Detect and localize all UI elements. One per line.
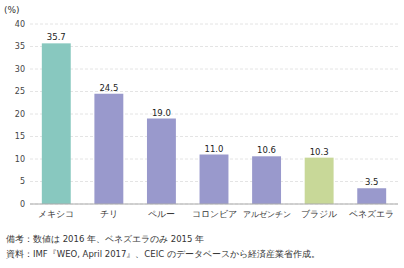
bar	[94, 94, 123, 204]
data-label: 24.5	[99, 83, 118, 93]
y-tick-label: 15	[15, 132, 25, 141]
bars	[42, 43, 386, 204]
notes: 備考：数値は 2016 年、ベネズエラのみ 2015 年資料：IMF『WEO, …	[6, 234, 320, 259]
y-tick-label: 30	[15, 65, 25, 74]
x-tick-label: メキシコ	[38, 209, 74, 219]
x-tick-label: コロンビア	[192, 209, 237, 219]
y-tick-label: 5	[20, 177, 25, 186]
bar	[305, 158, 334, 204]
grid-line	[30, 136, 398, 137]
y-axis: 0 5 10 15 20 25 30 35 40	[15, 20, 398, 209]
y-tick-label: 40	[15, 20, 25, 29]
data-label: 10.3	[310, 147, 329, 157]
y-tick-label: 10	[15, 155, 25, 164]
note: 備考：数値は 2016 年、ベネズエラのみ 2015 年	[6, 234, 204, 244]
grid-line	[30, 114, 398, 115]
x-tick-label: ベネズエラ	[349, 209, 394, 219]
chart: 0 5 10 15 20 25 30 35 40 (%) 35.7 24.5 19.0 11.0 10.6 1…	[0, 0, 404, 268]
x-tick-label: アルゼンチン	[243, 209, 291, 219]
data-label: 11.0	[205, 144, 224, 154]
data-labels: 35.7 24.5 19.0 11.0 10.6 10.3 3.5	[47, 32, 379, 187]
bar	[357, 188, 386, 204]
y-tick-label: 20	[15, 110, 25, 119]
y-tick-label: 25	[15, 87, 25, 96]
x-tick-label: ブラジル	[301, 209, 337, 219]
x-axis: メキシコ チリ ペルー コロンビアアルゼンチンブラジル ベネズエラ	[30, 204, 398, 219]
x-axis-line	[30, 204, 398, 205]
bar	[252, 156, 281, 204]
y-tick-label: 0	[20, 200, 25, 209]
grid-line	[30, 46, 398, 47]
grid-line	[30, 24, 398, 25]
bar	[147, 119, 176, 205]
note: 資料：IMF『WEO, April 2017』、CEIC のデータベースから経済…	[6, 249, 320, 259]
background	[0, 0, 404, 268]
x-tick-label: チリ	[100, 209, 118, 219]
data-label: 35.7	[47, 32, 66, 42]
data-label: 3.5	[365, 177, 379, 187]
page: {"chart_data": {"type": "bar", "y_label"…	[0, 0, 404, 268]
grid-line	[30, 69, 398, 70]
y-tick-label: 35	[15, 42, 25, 51]
grid-line	[30, 91, 398, 92]
bar	[42, 43, 71, 204]
bar	[200, 155, 229, 205]
grid-line	[30, 204, 398, 205]
y-axis-label: (%)	[4, 5, 20, 15]
x-tick-label: ペルー	[148, 209, 175, 219]
data-label: 10.6	[257, 145, 276, 155]
data-label: 19.0	[152, 108, 171, 118]
